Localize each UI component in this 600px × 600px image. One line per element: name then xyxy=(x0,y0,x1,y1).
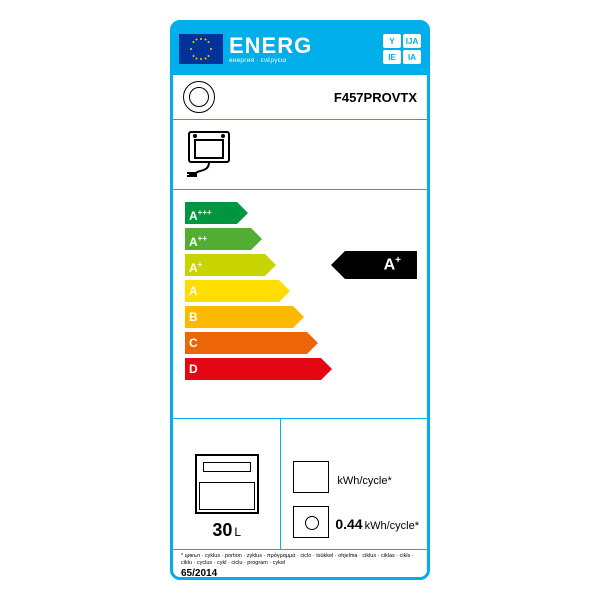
energy-subtitle: енергия · ενέργεια xyxy=(229,57,377,64)
capacity-column: 30L xyxy=(173,419,281,549)
lang-cell: Y xyxy=(383,34,401,48)
language-suffix-grid: YIJAIEIA xyxy=(383,34,421,64)
lang-cell: IJA xyxy=(403,34,421,48)
energy-label: ENERG енергия · ενέργεια YIJAIEIA F457PR… xyxy=(170,20,430,580)
efficiency-scale: A+++A++A+ABCDA+ xyxy=(173,190,427,419)
oven-plug-icon xyxy=(187,130,241,178)
efficiency-bar xyxy=(185,358,333,380)
efficiency-bar-label: A++ xyxy=(189,228,207,253)
rating-letter: A+ xyxy=(384,255,401,274)
eu-flag xyxy=(179,34,223,64)
lang-cell: IE xyxy=(383,50,401,64)
efficiency-bar-label: A+++ xyxy=(189,202,212,227)
energy-wordmark: ENERG енергия · ενέργεια xyxy=(229,35,377,64)
conventional-mode-icon xyxy=(293,461,329,493)
regulation-number: 65/2014 xyxy=(173,566,427,583)
efficiency-bar xyxy=(185,332,319,354)
model-row: F457PROVTX xyxy=(173,75,427,120)
model-number: F457PROVTX xyxy=(334,90,417,105)
conventional-value: kWh/cycle* xyxy=(335,471,391,487)
consumption-column: kWh/cycle* 0.44kWh/cycle* xyxy=(281,419,427,549)
brand-seal-icon xyxy=(183,81,215,113)
fan-mode-icon xyxy=(293,506,329,538)
bottom-specs: 30L kWh/cycle* 0.44kWh/cycle* xyxy=(173,419,427,550)
efficiency-bar-label: A xyxy=(189,280,198,302)
efficiency-bar xyxy=(185,306,305,328)
product-pictogram-row xyxy=(173,120,427,190)
efficiency-bar xyxy=(185,280,291,302)
lang-cell: IA xyxy=(403,50,421,64)
header: ENERG енергия · ενέργεια YIJAIEIA xyxy=(173,23,427,75)
efficiency-bar-label: A+ xyxy=(189,254,202,279)
efficiency-bar-label: D xyxy=(189,358,198,380)
cycle-footnote: * цикъл · cyklus · portion · zyklus · πρ… xyxy=(173,550,427,566)
efficiency-bar-label: C xyxy=(189,332,198,354)
capacity-value: 30L xyxy=(212,520,241,541)
fan-value: 0.44kWh/cycle* xyxy=(335,516,419,532)
energy-title: ENERG xyxy=(229,35,377,57)
efficiency-bar-label: B xyxy=(189,306,198,328)
capacity-oven-icon xyxy=(195,454,259,514)
rating-indicator xyxy=(331,251,417,279)
